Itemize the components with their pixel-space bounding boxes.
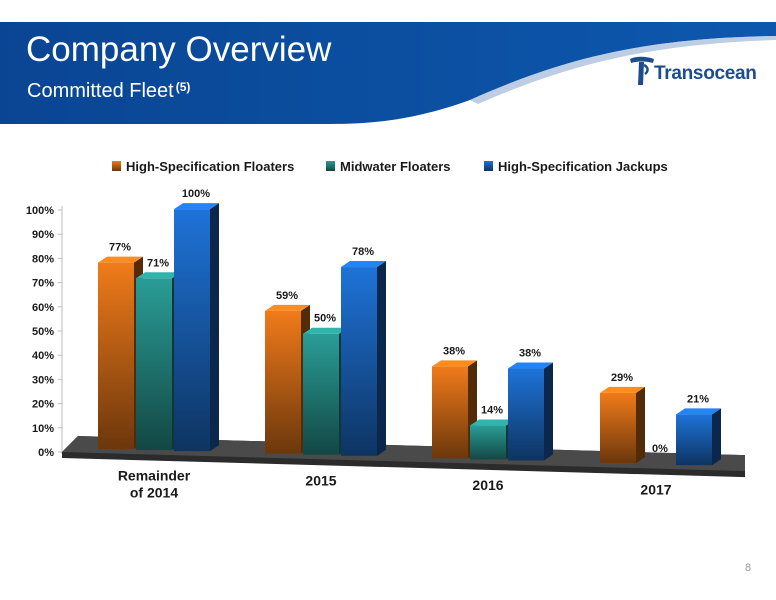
x-tick-label: Remainder of 2014 [118,468,191,501]
bar-top [136,272,181,279]
data-label: 77% [109,242,131,254]
bar [174,209,210,452]
logo-mark-icon [630,56,654,85]
page-subtitle: Committed Fleet (5) [27,75,190,103]
y-tick-label: 40% [32,350,54,362]
committed-fleet-chart: High-Specification Floaters Midwater Floa… [0,150,776,530]
data-label: 38% [443,345,465,357]
data-label: 59% [276,290,298,302]
x-tick-label: 2015 [305,472,336,488]
bar [341,267,377,456]
y-tick-label: 30% [32,374,54,386]
y-tick-label: 10% [32,423,54,435]
legend-swatch [326,161,335,171]
y-tick-label: 100% [26,205,54,217]
y-tick-label: 80% [32,253,54,265]
bar-top [265,304,310,311]
x-tick-label: 2016 [472,477,503,493]
bar [136,278,172,451]
legend-item: High-Specification Jackups [484,159,668,174]
logo-text: Transocean [654,63,757,84]
bar [432,366,468,459]
chart-floor-top [62,436,745,472]
data-label: 71% [147,257,169,269]
transocean-logo: Transocean [628,55,768,91]
bar [508,368,544,461]
page-number: 8 [745,562,752,574]
legend-label: High-Specification Floaters [126,159,294,174]
bar [265,310,301,454]
bar [600,392,636,464]
bar-side [210,203,219,452]
subtitle-text: Committed Fleet [27,80,174,102]
bar-top [174,203,219,210]
legend-label: Midwater Floaters [340,159,451,174]
data-label: 78% [352,246,374,258]
bar-top [470,419,515,426]
data-label: 29% [611,372,633,384]
bar [676,414,712,466]
bar-side [636,386,645,464]
y-tick-label: 20% [32,399,54,411]
x-tick-line: of 2014 [130,485,178,501]
footnote-ref: (5) [175,80,191,94]
page-title: Company Overview [26,30,332,69]
bar-top [303,327,348,334]
chart-svg: High-Specification Floaters Midwater Floa… [26,159,745,501]
legend-item: High-Specification Floaters [112,159,294,174]
bar-top [676,408,721,415]
bar [303,333,339,455]
bar-top [432,360,477,367]
bar-side [712,408,721,466]
legend-label: High-Specification Jackups [498,159,668,174]
data-label: 14% [481,405,503,417]
data-label: 100% [182,188,210,200]
bar-top [341,261,386,268]
bar-side [377,261,386,456]
header-banner: Company Overview Committed Fleet (5) Tran… [0,0,776,130]
legend-swatch [484,161,493,171]
banner-shape [0,22,776,124]
y-tick-label: 50% [32,326,54,338]
data-label: 0% [652,443,668,455]
bar [98,262,134,450]
y-tick-label: 0% [38,447,54,459]
legend-swatch [112,161,121,171]
bar-top [600,386,645,393]
x-tick-line: Remainder [118,468,191,484]
legend-item: Midwater Floaters [326,159,451,174]
data-label: 50% [314,313,336,325]
x-tick-label: 2017 [640,482,671,498]
data-label: 21% [687,393,709,405]
y-tick-label: 90% [32,229,54,241]
data-label: 38% [519,348,541,360]
y-tick-label: 70% [32,278,54,290]
bar-side [544,362,553,461]
bar-top [98,256,143,263]
bar [470,425,506,460]
y-tick-label: 60% [32,302,54,314]
bar-top [508,362,553,369]
